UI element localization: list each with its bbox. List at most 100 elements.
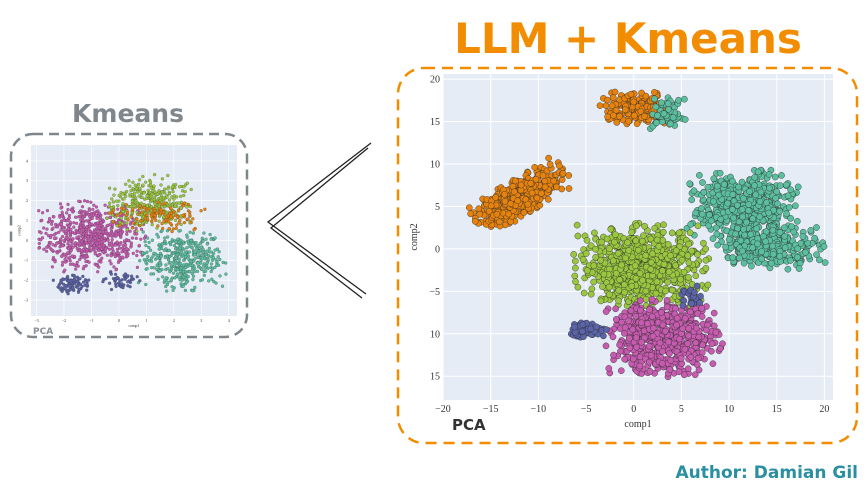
data-point xyxy=(94,229,98,233)
data-point xyxy=(681,95,688,103)
data-point xyxy=(147,240,151,244)
data-point xyxy=(52,233,56,237)
data-point xyxy=(78,277,82,281)
y-tick-label: 15 xyxy=(430,372,440,383)
data-point xyxy=(722,243,729,251)
data-point xyxy=(205,249,209,253)
data-point xyxy=(163,205,167,209)
data-point xyxy=(637,297,644,305)
data-point xyxy=(169,211,174,215)
data-point xyxy=(89,242,93,246)
data-point xyxy=(107,186,112,190)
data-point xyxy=(49,222,54,226)
data-point xyxy=(694,354,702,362)
data-point xyxy=(181,284,185,288)
data-point xyxy=(115,224,119,228)
data-point xyxy=(59,280,63,284)
data-point xyxy=(126,238,131,243)
data-point xyxy=(138,219,143,223)
data-point xyxy=(159,208,163,212)
data-point xyxy=(168,260,172,264)
data-point xyxy=(602,342,610,350)
data-point xyxy=(63,268,67,272)
data-point xyxy=(108,215,112,219)
data-point xyxy=(87,260,91,264)
data-point xyxy=(501,190,508,198)
data-point xyxy=(116,251,121,255)
x-tick-label: −2 xyxy=(62,318,66,323)
data-point xyxy=(135,275,139,279)
data-point xyxy=(46,234,51,238)
data-point xyxy=(724,199,732,207)
data-point xyxy=(664,100,672,107)
data-point xyxy=(729,206,736,213)
data-point xyxy=(739,213,746,221)
data-point xyxy=(79,255,84,259)
data-point xyxy=(203,207,207,211)
data-point xyxy=(204,237,208,241)
data-point xyxy=(125,221,129,225)
data-point xyxy=(714,182,721,190)
data-point xyxy=(64,229,68,233)
y-tick-label: −1 xyxy=(24,258,28,263)
data-point xyxy=(649,332,657,340)
data-point xyxy=(179,206,183,210)
data-point xyxy=(710,309,718,317)
data-point xyxy=(134,199,138,203)
data-point xyxy=(156,224,160,228)
data-point xyxy=(192,270,196,274)
data-point xyxy=(162,219,166,223)
data-point xyxy=(70,242,74,246)
data-point xyxy=(55,251,60,255)
data-point xyxy=(688,196,696,204)
data-point xyxy=(134,236,138,240)
data-point xyxy=(182,204,186,208)
data-point xyxy=(501,198,509,205)
data-point xyxy=(80,239,84,243)
data-point xyxy=(116,203,120,208)
data-point xyxy=(97,238,101,242)
data-point xyxy=(40,218,44,222)
data-point xyxy=(163,256,167,260)
data-point xyxy=(153,209,157,213)
data-point xyxy=(685,240,692,248)
data-point xyxy=(666,366,674,373)
data-point xyxy=(81,267,86,271)
data-point xyxy=(61,260,65,264)
data-point xyxy=(112,208,116,212)
data-point xyxy=(163,278,167,282)
y-tick-label: 20 xyxy=(430,75,440,86)
data-point xyxy=(85,288,89,292)
data-point xyxy=(78,242,82,246)
data-point xyxy=(59,228,63,232)
data-point xyxy=(693,282,701,290)
data-point xyxy=(205,242,209,246)
data-point xyxy=(67,279,71,283)
data-point xyxy=(735,183,742,191)
data-point xyxy=(80,252,84,256)
data-point xyxy=(50,265,55,269)
data-point xyxy=(72,225,76,229)
data-point xyxy=(191,278,195,282)
data-point xyxy=(109,254,113,258)
x-tick-label: −5 xyxy=(581,404,592,415)
y-axis-label: comp2 xyxy=(409,223,420,250)
data-point xyxy=(183,255,188,259)
data-point xyxy=(207,279,211,283)
data-point xyxy=(95,216,99,220)
data-point xyxy=(745,207,752,214)
data-point xyxy=(590,262,598,269)
data-point xyxy=(95,242,99,246)
data-point xyxy=(178,185,182,189)
data-point xyxy=(118,223,122,227)
data-point xyxy=(84,254,88,258)
data-point xyxy=(142,258,146,262)
data-point xyxy=(163,239,167,244)
data-point xyxy=(687,308,694,316)
data-point xyxy=(638,338,645,346)
data-point xyxy=(821,259,829,266)
data-point xyxy=(609,94,617,101)
data-point xyxy=(734,225,741,232)
data-point xyxy=(39,238,43,242)
data-point xyxy=(81,280,86,284)
